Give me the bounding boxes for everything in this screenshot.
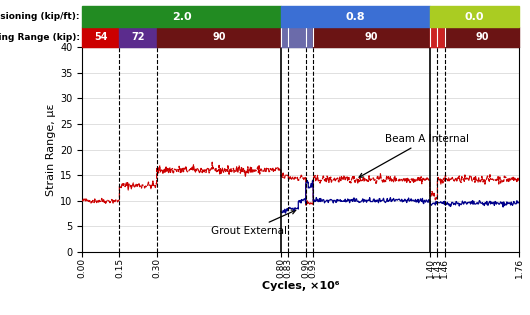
X-axis label: Cycles, ×10⁶: Cycles, ×10⁶ xyxy=(262,281,340,291)
Text: 54: 54 xyxy=(94,32,108,42)
Bar xyxy=(82,27,119,47)
Bar xyxy=(437,27,445,47)
Bar xyxy=(306,27,313,47)
Bar xyxy=(281,27,288,47)
Y-axis label: Strain Range, με: Strain Range, με xyxy=(46,103,56,196)
Text: Beam A Internal: Beam A Internal xyxy=(359,134,469,177)
Bar xyxy=(281,6,430,27)
Bar xyxy=(119,27,157,47)
Text: 72: 72 xyxy=(131,32,145,42)
Bar xyxy=(288,27,306,47)
Bar xyxy=(157,27,281,47)
Text: 90: 90 xyxy=(475,32,489,42)
Text: 0.0: 0.0 xyxy=(465,12,484,21)
Text: Loading Range (kip):: Loading Range (kip): xyxy=(0,32,80,42)
Text: 0.8: 0.8 xyxy=(346,12,365,21)
Bar xyxy=(430,6,519,27)
Text: 90: 90 xyxy=(212,32,226,42)
Bar xyxy=(430,27,437,47)
Text: Grout External: Grout External xyxy=(211,210,296,236)
Text: 2.0: 2.0 xyxy=(172,12,191,21)
Bar xyxy=(445,27,519,47)
Text: 90: 90 xyxy=(365,32,378,42)
Bar xyxy=(82,6,281,27)
Text: Post-tensioning (kip/ft):: Post-tensioning (kip/ft): xyxy=(0,12,80,21)
Bar xyxy=(313,27,430,47)
